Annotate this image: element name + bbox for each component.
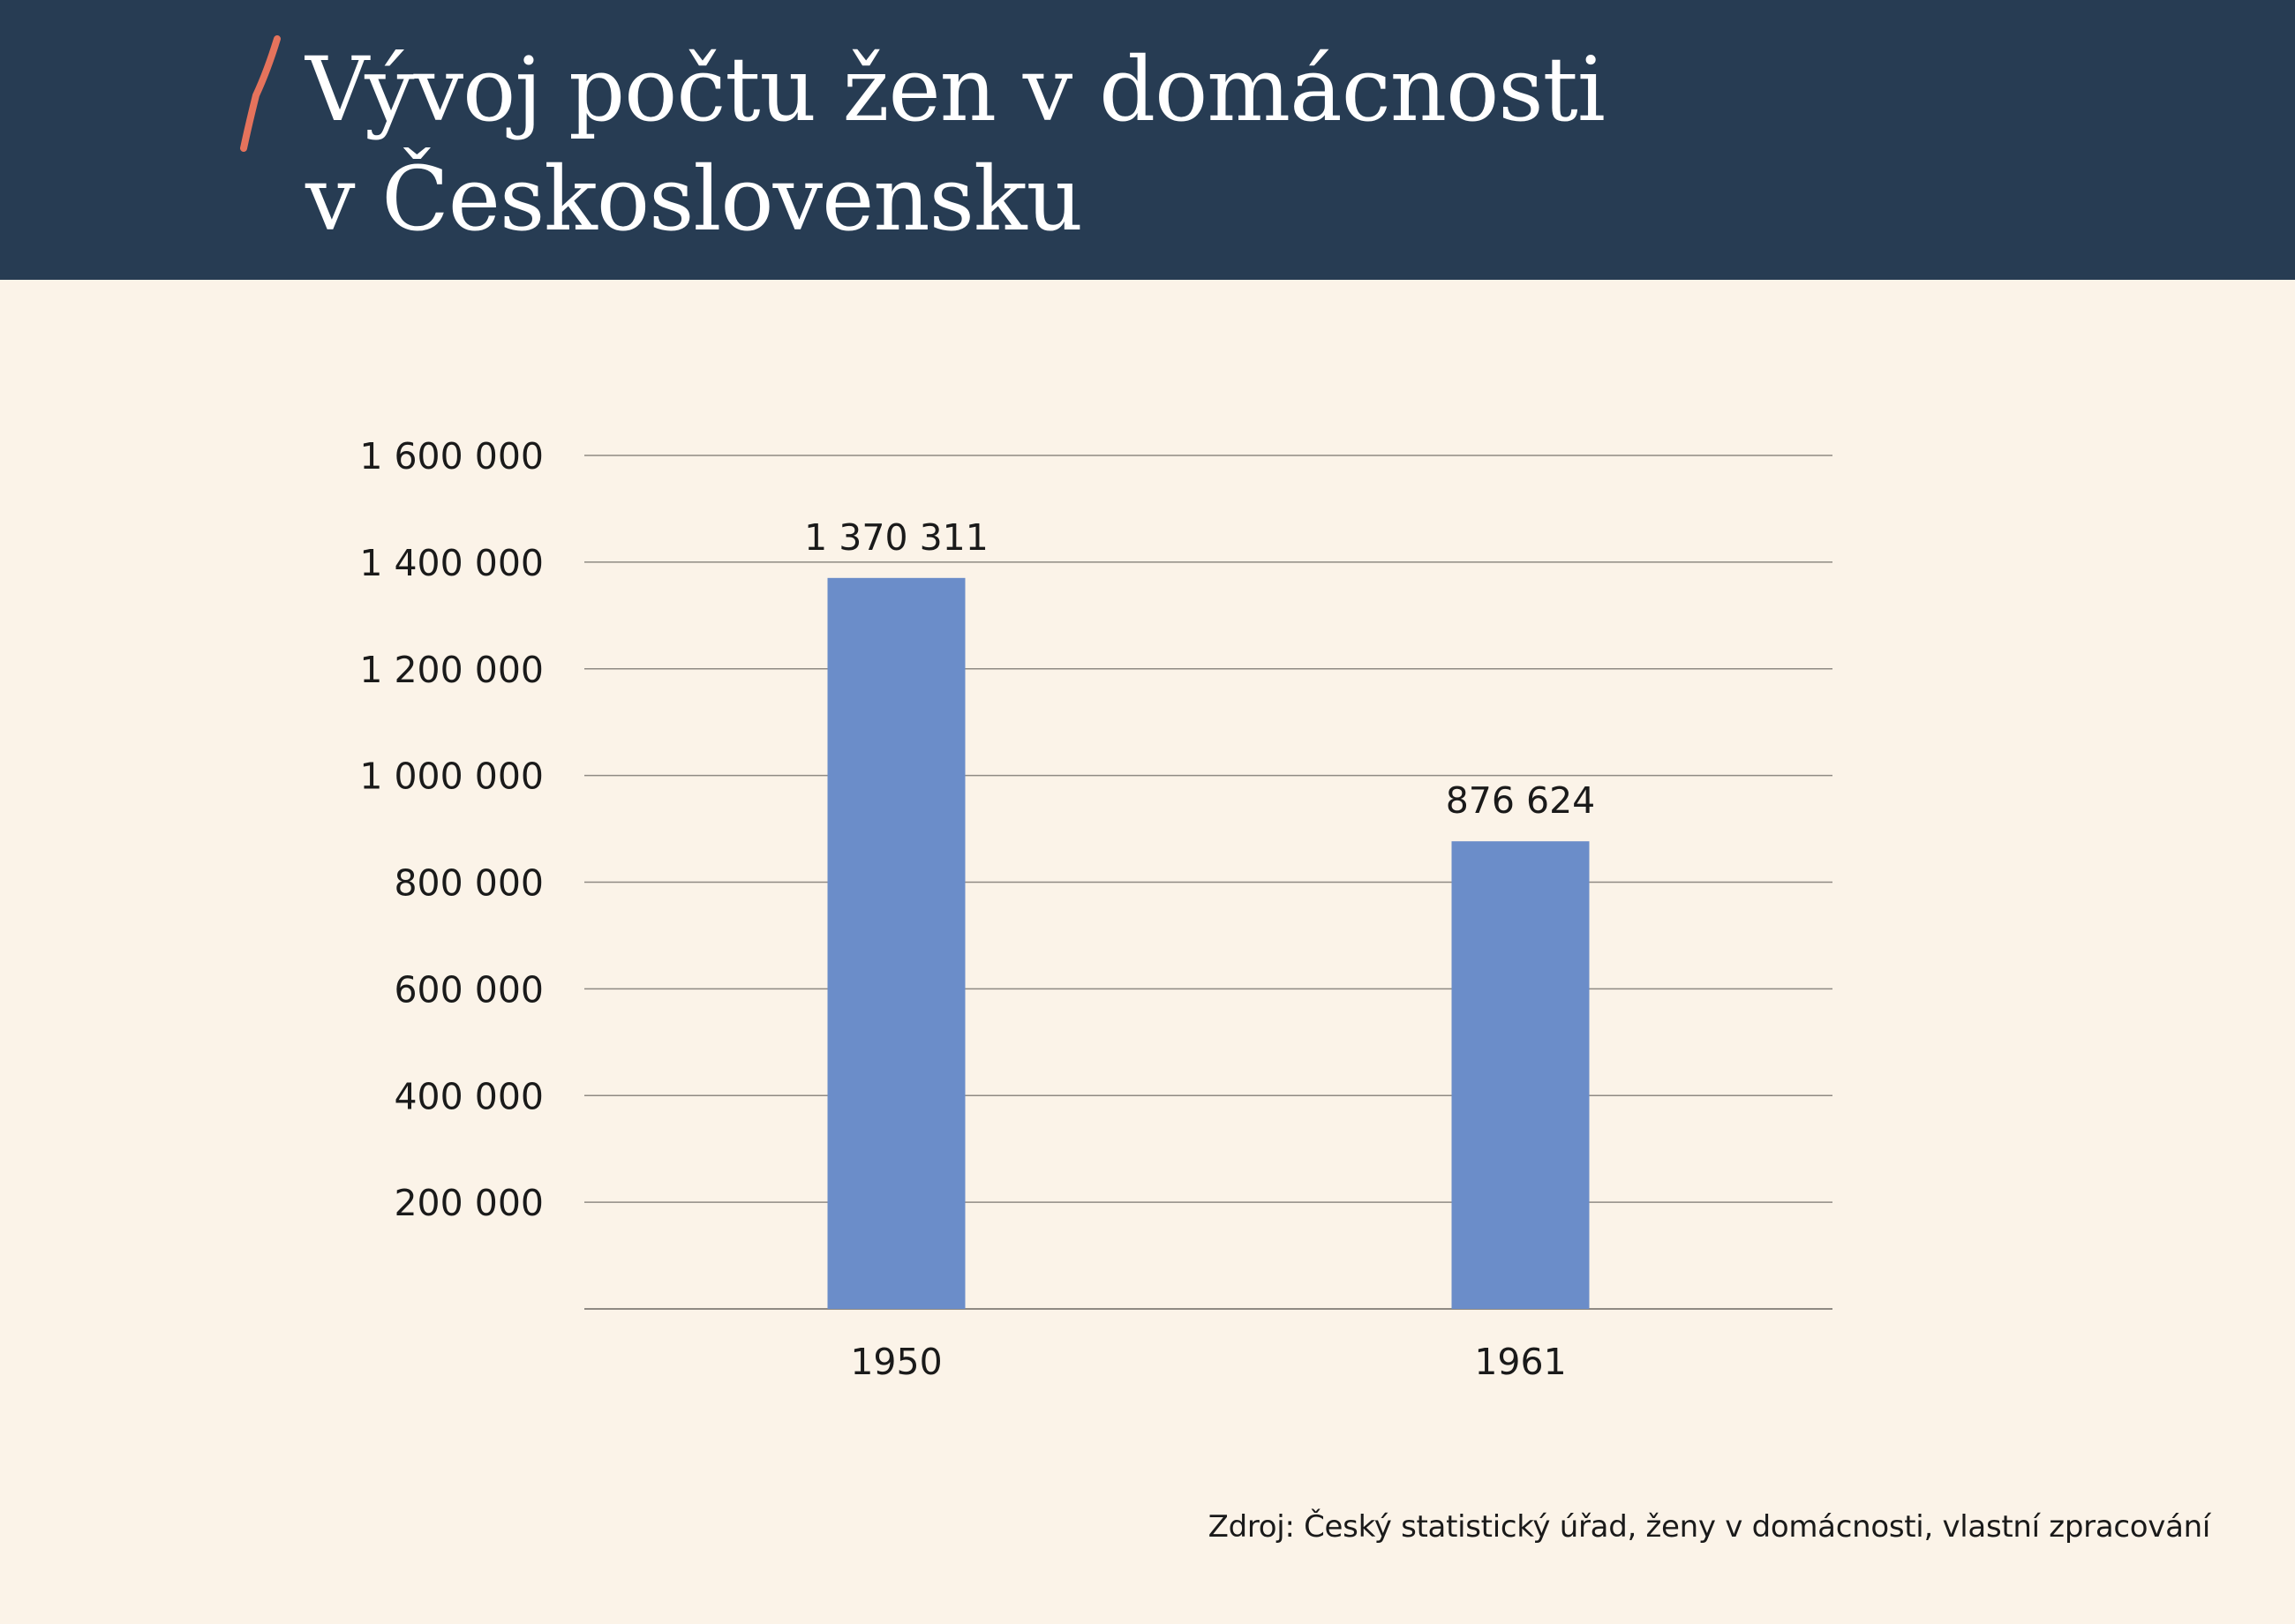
accent-stroke-icon <box>240 35 281 152</box>
y-tick-label: 600 000 <box>394 968 544 1011</box>
y-tick-label: 1 000 000 <box>359 756 544 798</box>
y-tick-label: 1 400 000 <box>359 542 544 584</box>
y-tick-label: 400 000 <box>394 1075 544 1117</box>
y-tick-label: 800 000 <box>394 862 544 905</box>
y-tick-label: 1 600 000 <box>359 435 544 477</box>
source-note: Zdroj: Český statistický úřad, ženy v do… <box>1208 1509 2211 1545</box>
bar-chart: 200 000 400 000 600 000 800 000 1 000 000 1 2… <box>359 435 1832 1383</box>
bar <box>827 577 966 1309</box>
x-tick-label: 1961 <box>1474 1341 1566 1383</box>
y-tick-label: 200 000 <box>394 1182 544 1224</box>
data-label: 1 370 311 <box>804 516 989 559</box>
title-line-2: v Československu <box>305 147 1083 251</box>
y-tick-label: 1 200 000 <box>359 649 544 691</box>
x-tick-label: 1950 <box>850 1341 942 1383</box>
title-line-1: Vývoj počtu žen v domácnosti <box>305 38 1606 141</box>
page-title: Vývoj počtu žen v domácnosti v Českoslov… <box>305 35 1606 254</box>
data-label: 876 624 <box>1446 779 1596 822</box>
bar <box>1451 841 1590 1309</box>
header-banner: Vývoj počtu žen v domácnosti v Českoslov… <box>0 0 2295 280</box>
